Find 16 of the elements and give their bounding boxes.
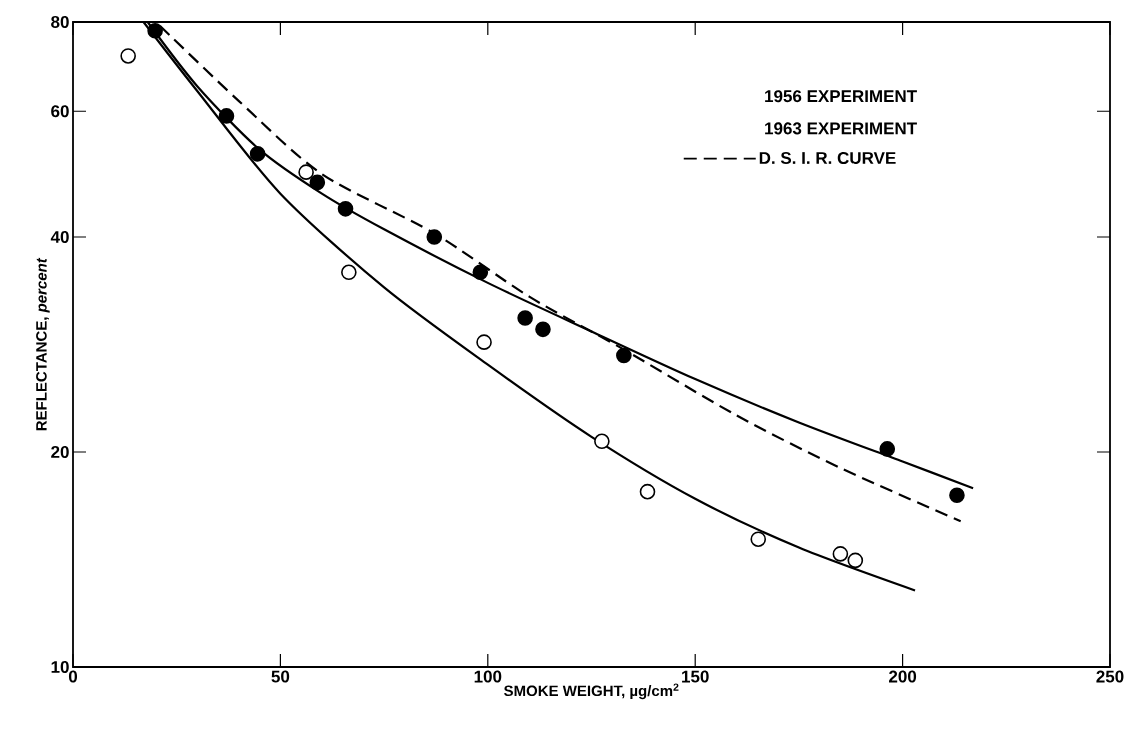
y-tick-label: 40 (50, 230, 69, 244)
y-tick-label: 10 (51, 660, 69, 674)
x-tick-label: 50 (271, 670, 290, 683)
x-tick-label: 250 (1096, 670, 1124, 683)
legend-label: D. S. I. R. CURVE (759, 151, 896, 165)
x-tick-label: 0 (68, 670, 78, 683)
x-tick-label: 100 (474, 670, 502, 683)
annotation: 1956 EXPERIMENT (765, 90, 917, 103)
y-tick-label: 80 (51, 15, 69, 29)
x-tick-label: 200 (889, 670, 917, 683)
y-tick-label: 20 (51, 446, 69, 459)
y-tick-label: 60 (51, 105, 69, 118)
x-axis-title: SMOKE WEIGHT, µg/cm$^{2}$ (504, 683, 679, 700)
y-axis-title: REFLECTANCE, percent (36, 257, 50, 431)
x-tick-label: 150 (682, 670, 709, 683)
annotation: 1963 EXPERIMENT (765, 122, 917, 135)
